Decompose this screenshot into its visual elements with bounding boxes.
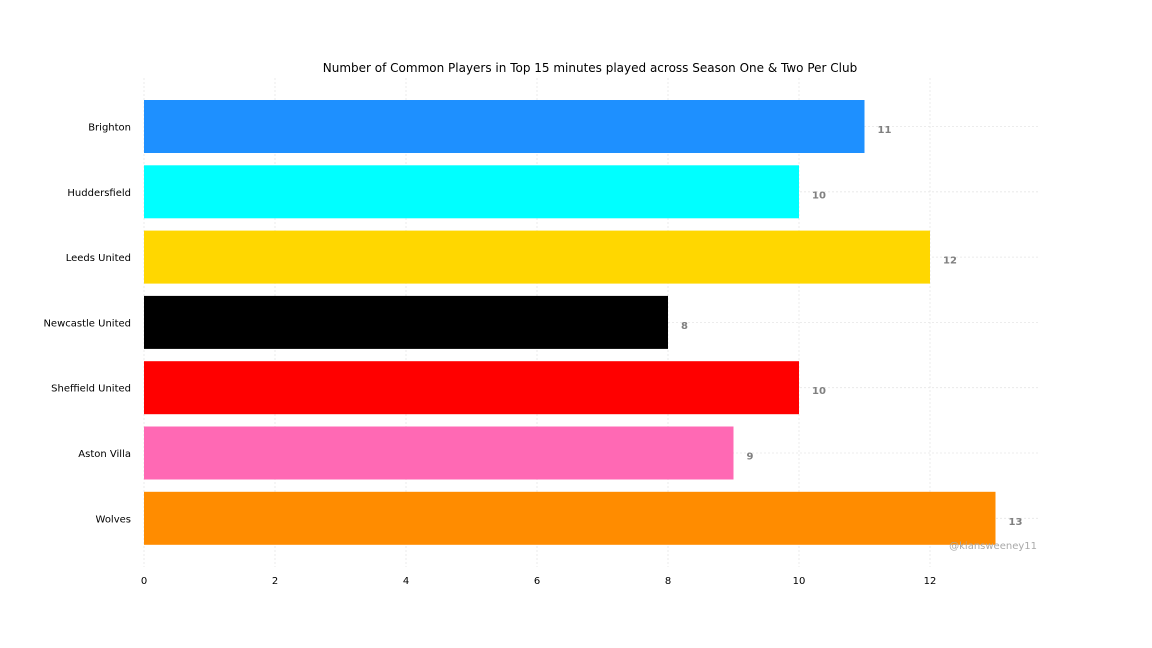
chart-title: Number of Common Players in Top 15 minut… — [323, 61, 857, 75]
x-tick-label: 12 — [924, 576, 937, 587]
value-label: 10 — [812, 190, 826, 201]
bar-newcastle-united — [144, 295, 668, 349]
category-label: Leeds United — [66, 253, 131, 264]
value-label: 11 — [878, 125, 892, 136]
value-label: 10 — [812, 386, 826, 397]
value-label: 12 — [943, 256, 957, 267]
value-label: 8 — [681, 321, 688, 332]
category-label: Wolves — [96, 514, 131, 525]
bar-brighton — [144, 100, 865, 153]
category-label: Sheffield United — [51, 384, 131, 395]
x-tick-label: 4 — [403, 576, 409, 587]
watermark: @kiansweeney11 — [949, 541, 1037, 552]
category-label: Aston Villa — [78, 449, 131, 460]
bar-leeds-united — [144, 230, 930, 284]
category-label: Huddersfield — [67, 188, 131, 199]
bars — [144, 100, 996, 545]
x-tick-label: 6 — [534, 576, 540, 587]
bar-wolves — [144, 491, 996, 545]
x-tick-label: 8 — [665, 576, 671, 587]
bar-sheffield-united — [144, 361, 799, 415]
x-tick-label: 0 — [141, 576, 147, 587]
category-label: Newcastle United — [43, 318, 131, 329]
x-tick-label: 2 — [272, 576, 278, 587]
bar-huddersfield — [144, 165, 799, 219]
x-tick-labels: 0 2 4 6 8 10 12 — [141, 576, 937, 587]
bar-aston-villa — [144, 426, 734, 480]
x-tick-label: 10 — [793, 576, 806, 587]
category-labels: Brighton Huddersfield Leeds United Newcastl… — [43, 123, 131, 526]
value-label: 13 — [1009, 517, 1023, 528]
value-label: 9 — [747, 452, 754, 463]
value-labels: 11 10 12 8 10 9 13 — [681, 125, 1022, 528]
category-label: Brighton — [88, 123, 131, 134]
